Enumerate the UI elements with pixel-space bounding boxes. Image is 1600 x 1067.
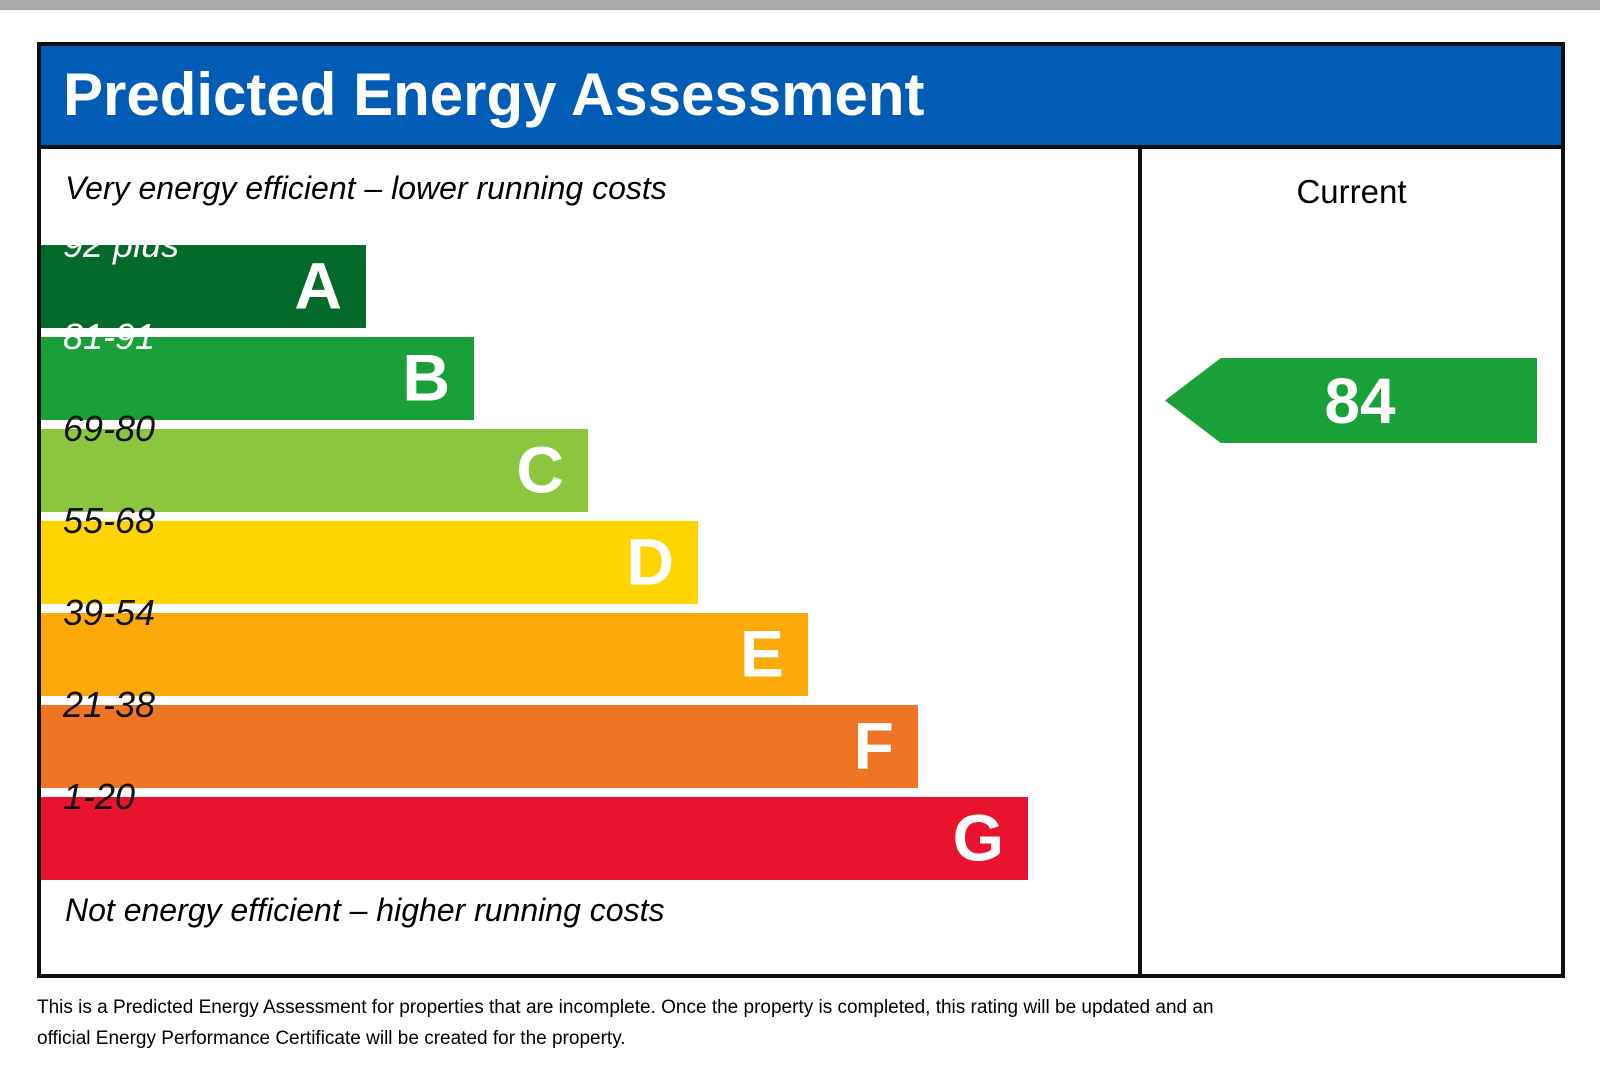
current-rating-arrow: 84 bbox=[1165, 358, 1537, 443]
band-bar: 1-20 G bbox=[41, 776, 1028, 880]
band-range-label: 69-80 bbox=[63, 408, 156, 449]
footnote-line-2: official Energy Performance Certificate … bbox=[37, 1028, 626, 1049]
band-letter: F bbox=[853, 707, 894, 782]
band-range-label: 21-38 bbox=[63, 684, 156, 725]
band-bar: 81-91 B bbox=[41, 316, 474, 420]
window-top-edge bbox=[0, 0, 1600, 10]
band-bar: 92 plus A bbox=[41, 224, 366, 328]
band-row: 69-80 C bbox=[41, 408, 588, 512]
band-range-label: 92 plus bbox=[63, 224, 180, 265]
not-efficient-note: Not energy efficient – higher running co… bbox=[65, 892, 665, 928]
band-letter: G bbox=[952, 799, 1004, 874]
band-range-label: 55-68 bbox=[63, 500, 156, 541]
current-rating-value: 84 bbox=[1324, 364, 1396, 437]
band-row: 21-38 F bbox=[41, 684, 918, 788]
band-bar: 55-68 D bbox=[41, 500, 698, 604]
band-row: 81-91 B bbox=[41, 316, 474, 420]
band-row: 39-54 E bbox=[41, 592, 808, 696]
band-letter: B bbox=[402, 339, 450, 414]
current-rating-panel: Current 84 bbox=[1138, 149, 1561, 974]
band-row: 1-20 G bbox=[41, 776, 1028, 880]
page-title: Predicted Energy Assessment bbox=[63, 61, 925, 128]
band-row: 55-68 D bbox=[41, 500, 698, 604]
band-range-label: 81-91 bbox=[63, 316, 156, 357]
band-letter: D bbox=[626, 523, 674, 598]
efficient-note: Very energy efficient – lower running co… bbox=[65, 170, 667, 206]
band-letter: E bbox=[739, 615, 784, 690]
band-bar: 21-38 F bbox=[41, 684, 918, 788]
band-bar: 69-80 C bbox=[41, 408, 588, 512]
title-bar: Predicted Energy Assessment bbox=[41, 46, 1561, 149]
band-letter: A bbox=[294, 247, 342, 322]
band-row: 92 plus A bbox=[41, 224, 366, 328]
energy-assessment-chart: Predicted Energy Assessment Very energy … bbox=[37, 42, 1565, 978]
band-range-label: 1-20 bbox=[63, 776, 136, 817]
footnote: This is a Predicted Energy Assessment fo… bbox=[37, 992, 1214, 1054]
bands: 92 plus A 81-91 B 69-80 C 55-68 D 39-54 … bbox=[41, 224, 1134, 885]
band-letter: C bbox=[516, 431, 564, 506]
band-range-label: 39-54 bbox=[63, 592, 156, 633]
current-column-header: Current bbox=[1296, 173, 1407, 210]
footnote-line-1: This is a Predicted Energy Assessment fo… bbox=[37, 997, 1214, 1018]
band-bar: 39-54 E bbox=[41, 592, 808, 696]
